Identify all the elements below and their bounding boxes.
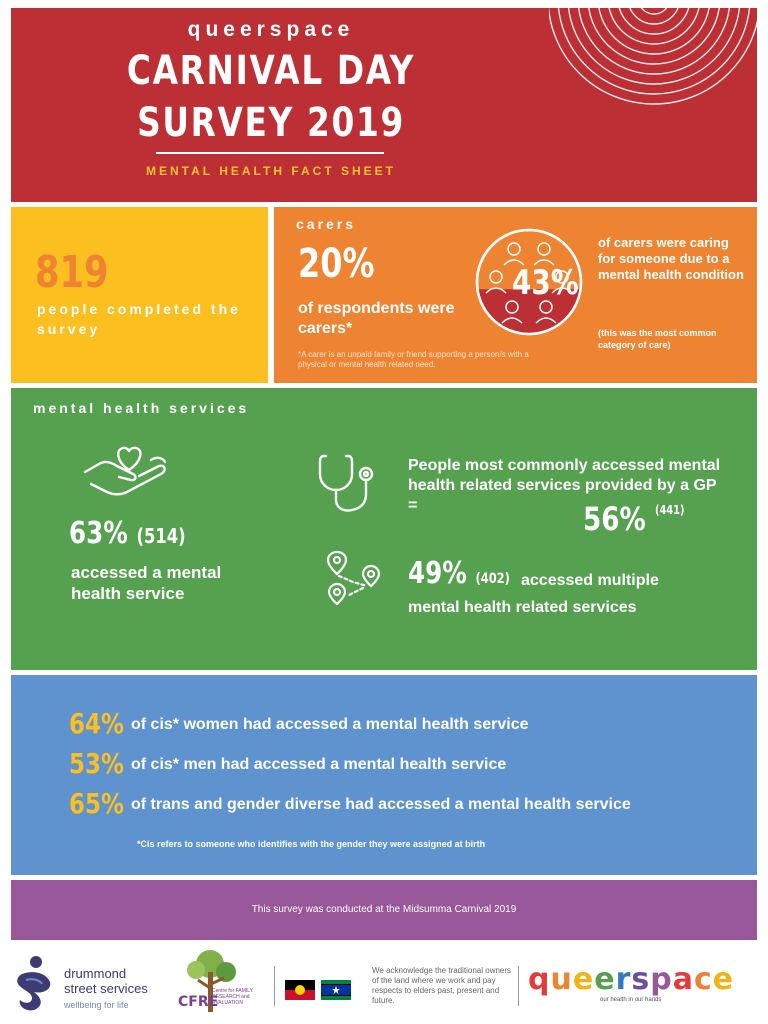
carers-description: of respondents were carers* bbox=[298, 300, 455, 337]
multiple-services-description-line1: accessed multiple bbox=[521, 572, 659, 589]
carers-mental-health-percent: 43% bbox=[512, 263, 579, 303]
page-title-line1: CARNIVAL DAY bbox=[126, 48, 416, 94]
gp-access-description: People most commonly accessed mental hea… bbox=[408, 457, 721, 514]
carers-heading: carers bbox=[296, 216, 357, 232]
accessed-service-description: accessed a mental health service bbox=[71, 563, 222, 603]
cfre-tree-logo-icon: CFRE bbox=[178, 950, 236, 1012]
carers-people-circle-icon bbox=[475, 228, 583, 336]
cfre-letters: CFRE bbox=[178, 994, 218, 1010]
queerspace-tagline: our health in our hands bbox=[600, 997, 662, 1003]
gp-access-percent: 56% (441) bbox=[583, 500, 684, 538]
gender-text: of cis* women had accessed a mental heal… bbox=[131, 716, 529, 733]
survey-note-band: This survey was conducted at the Midsumm… bbox=[11, 880, 757, 940]
title-divider bbox=[156, 152, 384, 154]
respondent-count: 819 bbox=[35, 247, 109, 298]
brand-name: queerspace bbox=[187, 18, 355, 41]
footer-divider bbox=[518, 966, 519, 1006]
heart-in-hand-icon bbox=[83, 446, 167, 496]
respondent-count-label: people completed the survey bbox=[37, 301, 241, 337]
multiple-services-percent: 49% (402) bbox=[408, 556, 510, 591]
gp-count: (441) bbox=[654, 503, 685, 517]
gender-percent: 64% bbox=[69, 707, 124, 740]
accessed-count: (514) bbox=[136, 524, 186, 548]
cfre-name: Centre for FAMILY RESEARCH and EVALUATIO… bbox=[212, 988, 253, 1006]
carers-mental-health-note: (this was the most common category of ca… bbox=[598, 328, 717, 350]
multiple-services-description-line2: mental health related services bbox=[408, 599, 637, 616]
multi-count: (402) bbox=[475, 571, 510, 587]
page-subtitle: MENTAL HEALTH FACT SHEET bbox=[146, 164, 396, 178]
gender-percent: 53% bbox=[69, 747, 124, 780]
route-pins-icon bbox=[326, 550, 381, 606]
cis-definition-note: *Cis refers to someone who identifies wi… bbox=[137, 839, 486, 849]
header-banner: queerspace CARNIVAL DAY SURVEY 2019 MENT… bbox=[11, 8, 757, 202]
concentric-arcs-decoration bbox=[549, 8, 757, 105]
carers-panel: carers 20% of respondents were carers* *… bbox=[274, 207, 757, 383]
mental-health-services-panel: mental health services 63% (514) accesse… bbox=[11, 388, 757, 670]
multi-percent-value: 49% bbox=[408, 556, 467, 591]
torres-strait-islander-flag-icon bbox=[321, 980, 351, 1000]
drummond-street-logo-icon bbox=[17, 956, 51, 1011]
accessed-service-percent: 63% (514) bbox=[69, 516, 186, 551]
gender-breakdown-panel: 64% of cis* women had accessed a mental … bbox=[11, 675, 757, 875]
acknowledgement-of-country: We acknowledge the traditional owners of… bbox=[372, 966, 512, 1005]
mental-health-services-heading: mental health services bbox=[33, 400, 250, 416]
survey-location-note: This survey was conducted at the Midsumm… bbox=[251, 904, 517, 915]
carers-percent: 20% bbox=[298, 241, 375, 287]
aboriginal-flag-icon bbox=[285, 980, 315, 1000]
carers-mental-health-description: of carers were caring for someone due to… bbox=[598, 235, 744, 282]
gp-percent-value: 56% bbox=[583, 500, 646, 538]
page-title-line2: SURVEY 2019 bbox=[137, 100, 405, 146]
footer-divider bbox=[274, 966, 275, 1006]
gender-text: of trans and gender diverse had accessed… bbox=[131, 796, 631, 813]
footer-logos: drummond street services wellbeing for l… bbox=[0, 944, 768, 1024]
gender-percent: 65% bbox=[69, 787, 124, 820]
dss-name-line1: drummond bbox=[64, 966, 127, 981]
respondents-panel: 819 people completed the survey bbox=[11, 207, 268, 383]
stethoscope-icon bbox=[318, 454, 374, 512]
queerspace-logo: queerspace bbox=[528, 962, 735, 997]
gender-text: of cis* men had accessed a mental health… bbox=[131, 756, 507, 773]
carers-footnote: *A carer is an unpaid family or friend s… bbox=[298, 350, 529, 369]
accessed-percent-value: 63% bbox=[69, 516, 128, 551]
drummond-street-name: drummond street services bbox=[64, 966, 148, 996]
dss-name-line2: street services bbox=[64, 981, 148, 996]
drummond-street-tagline: wellbeing for life bbox=[64, 1000, 129, 1010]
